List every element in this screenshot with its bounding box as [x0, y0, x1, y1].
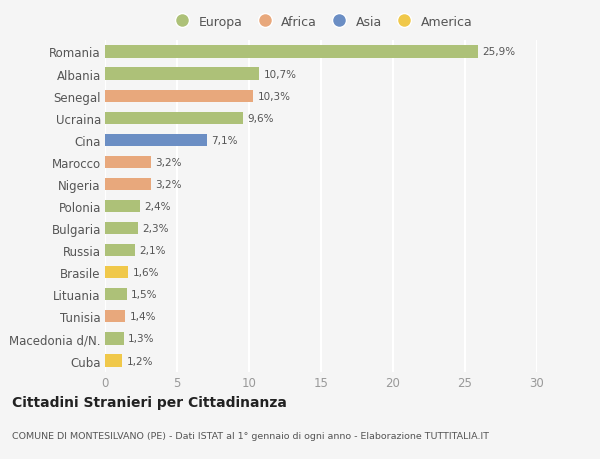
Bar	[105, 179, 151, 190]
Bar	[105, 46, 478, 58]
Text: 2,4%: 2,4%	[144, 202, 170, 212]
Text: COMUNE DI MONTESILVANO (PE) - Dati ISTAT al 1° gennaio di ogni anno - Elaborazio: COMUNE DI MONTESILVANO (PE) - Dati ISTAT…	[12, 431, 489, 440]
Text: 10,3%: 10,3%	[257, 91, 290, 101]
Text: 1,5%: 1,5%	[131, 290, 157, 300]
Bar	[105, 355, 122, 367]
Bar	[105, 333, 124, 345]
Bar	[105, 112, 243, 124]
Text: 10,7%: 10,7%	[263, 69, 296, 79]
Text: 1,2%: 1,2%	[127, 356, 153, 366]
Text: 1,6%: 1,6%	[133, 268, 159, 278]
Text: 2,3%: 2,3%	[142, 224, 169, 234]
Text: 9,6%: 9,6%	[248, 113, 274, 123]
Text: 1,4%: 1,4%	[130, 312, 156, 322]
Bar	[105, 245, 135, 257]
Bar	[105, 201, 140, 213]
Bar	[105, 267, 128, 279]
Bar	[105, 223, 138, 235]
Bar	[105, 289, 127, 301]
Bar	[105, 68, 259, 80]
Text: 1,3%: 1,3%	[128, 334, 155, 344]
Bar	[105, 311, 125, 323]
Legend: Europa, Africa, Asia, America: Europa, Africa, Asia, America	[170, 16, 472, 28]
Text: 2,1%: 2,1%	[140, 246, 166, 256]
Text: 3,2%: 3,2%	[155, 157, 182, 168]
Text: 25,9%: 25,9%	[482, 47, 515, 57]
Bar	[105, 90, 253, 102]
Text: 3,2%: 3,2%	[155, 179, 182, 190]
Text: 7,1%: 7,1%	[212, 135, 238, 146]
Bar	[105, 157, 151, 168]
Bar	[105, 134, 207, 146]
Text: Cittadini Stranieri per Cittadinanza: Cittadini Stranieri per Cittadinanza	[12, 395, 287, 409]
